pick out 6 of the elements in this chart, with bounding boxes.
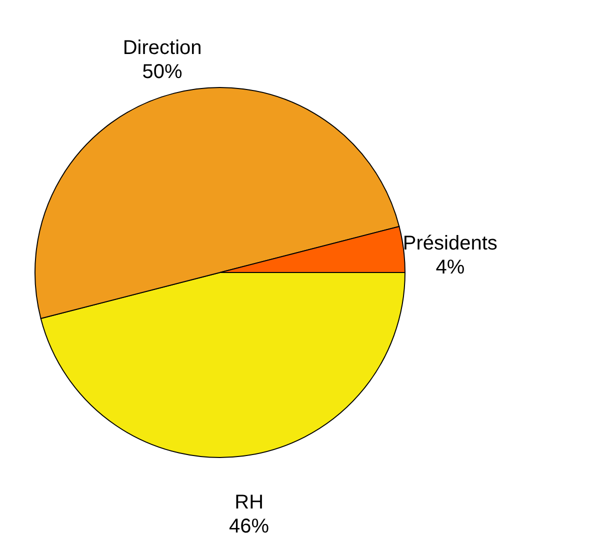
data-label: 50% bbox=[142, 60, 183, 83]
slice-label: Présidents bbox=[402, 232, 498, 254]
data-label: 46% bbox=[229, 516, 270, 538]
data-label: 4% bbox=[436, 256, 465, 278]
slice-label: Direction bbox=[122, 36, 202, 59]
slice-label: RH bbox=[234, 492, 264, 514]
